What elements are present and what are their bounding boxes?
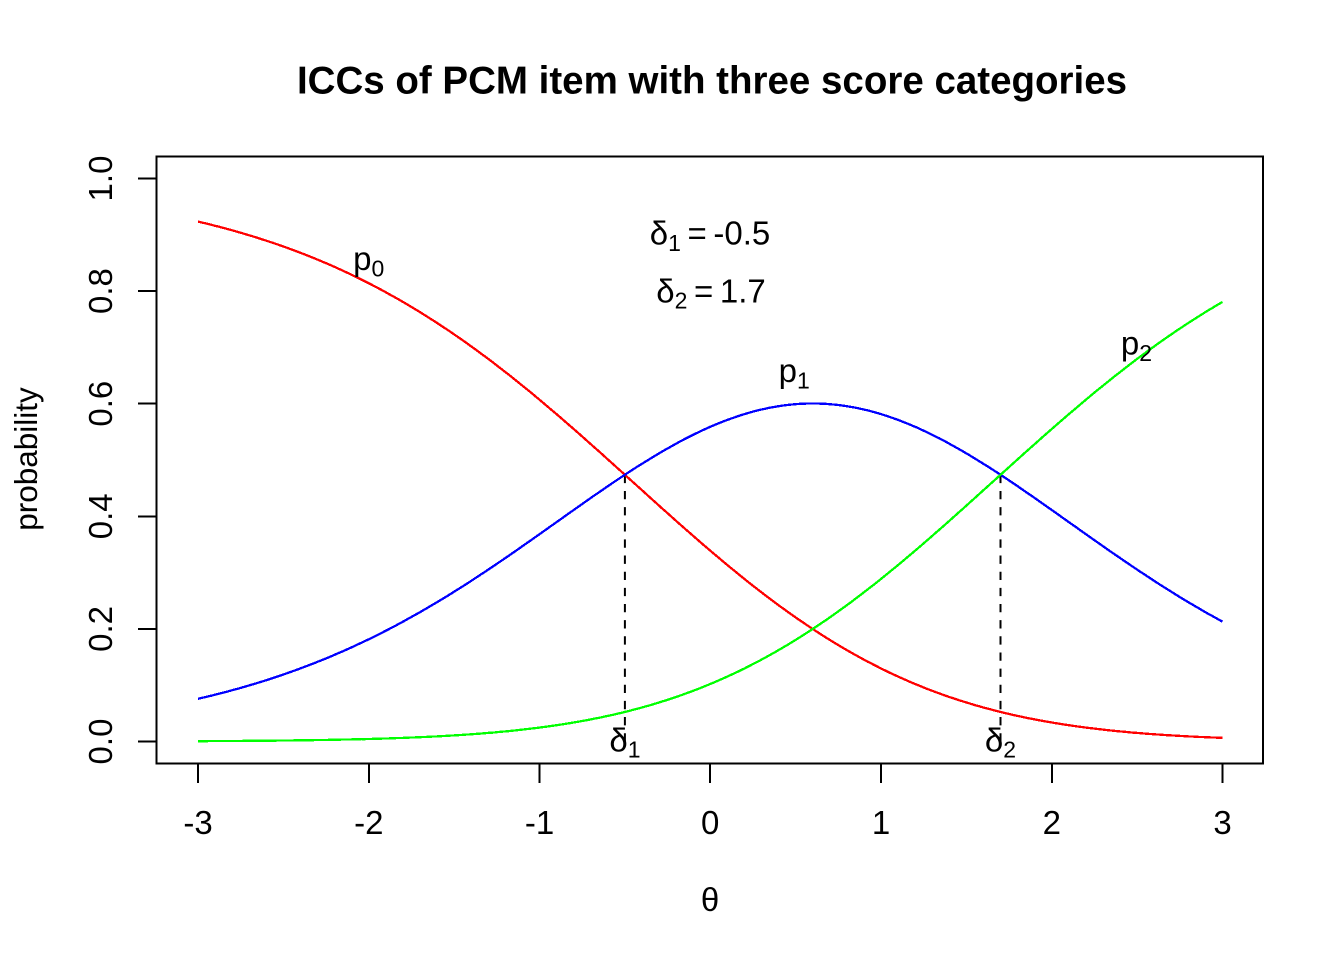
- svg-text:δ2 = 1.7: δ2 = 1.7: [656, 272, 766, 313]
- svg-text:θ: θ: [701, 881, 719, 918]
- svg-text:2: 2: [1043, 804, 1061, 841]
- svg-text:0.8: 0.8: [82, 268, 119, 314]
- svg-text:1.0: 1.0: [82, 156, 119, 202]
- svg-text:ICCs of PCM item with three sc: ICCs of PCM item with three score catego…: [297, 60, 1127, 103]
- svg-text:-1: -1: [525, 804, 554, 841]
- svg-text:0.0: 0.0: [82, 719, 119, 765]
- svg-text:δ1: δ1: [609, 721, 640, 762]
- svg-text:3: 3: [1213, 804, 1231, 841]
- svg-text:probability: probability: [8, 387, 44, 531]
- svg-text:-3: -3: [183, 804, 212, 841]
- svg-text:0: 0: [701, 804, 719, 841]
- svg-text:δ1 = -0.5: δ1 = -0.5: [650, 215, 771, 256]
- svg-text:0.4: 0.4: [82, 493, 119, 539]
- svg-text:0.2: 0.2: [82, 606, 119, 652]
- svg-text:-2: -2: [354, 804, 383, 841]
- svg-text:1: 1: [872, 804, 890, 841]
- svg-text:0.6: 0.6: [82, 381, 119, 427]
